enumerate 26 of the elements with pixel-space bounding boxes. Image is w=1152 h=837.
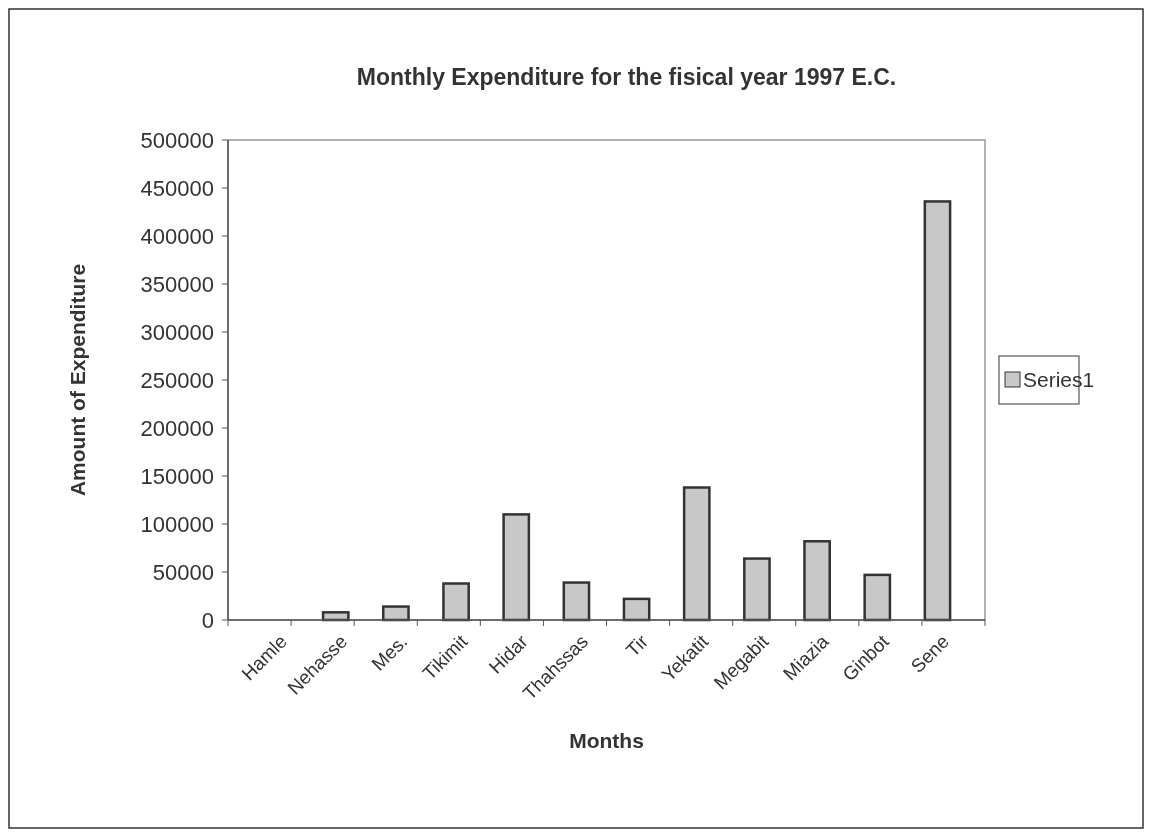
x-tick-label: Mes.	[367, 630, 412, 675]
bar	[863, 573, 892, 622]
bar	[682, 486, 711, 622]
y-tick-label: 100000	[140, 511, 214, 537]
y-tick-label: 300000	[140, 319, 214, 345]
x-tick-label: Tir	[622, 630, 653, 661]
bar	[743, 557, 771, 622]
y-tick-label: 50000	[152, 559, 214, 585]
y-axis-title: Amount of Expenditure	[66, 263, 89, 497]
bar	[442, 582, 470, 622]
y-tick-label: 0	[201, 607, 214, 633]
y-tick-label: 500000	[140, 127, 214, 153]
y-tick-label: 350000	[140, 271, 214, 297]
bar	[803, 540, 831, 622]
y-tick-label: 400000	[140, 223, 214, 249]
bar	[502, 513, 531, 622]
y-tick-label: 450000	[140, 175, 214, 201]
legend-label: Series1	[1023, 368, 1095, 392]
bar	[562, 581, 591, 622]
y-tick-label: 200000	[140, 415, 214, 441]
chart-title: Monthly Expenditure for the fisical year 1997 E.C.	[356, 64, 897, 90]
y-tick-label: 150000	[140, 463, 214, 489]
bar	[382, 605, 410, 622]
y-tick-label: 250000	[140, 367, 214, 393]
x-axis-title: Months	[569, 729, 644, 752]
bar	[923, 200, 952, 622]
